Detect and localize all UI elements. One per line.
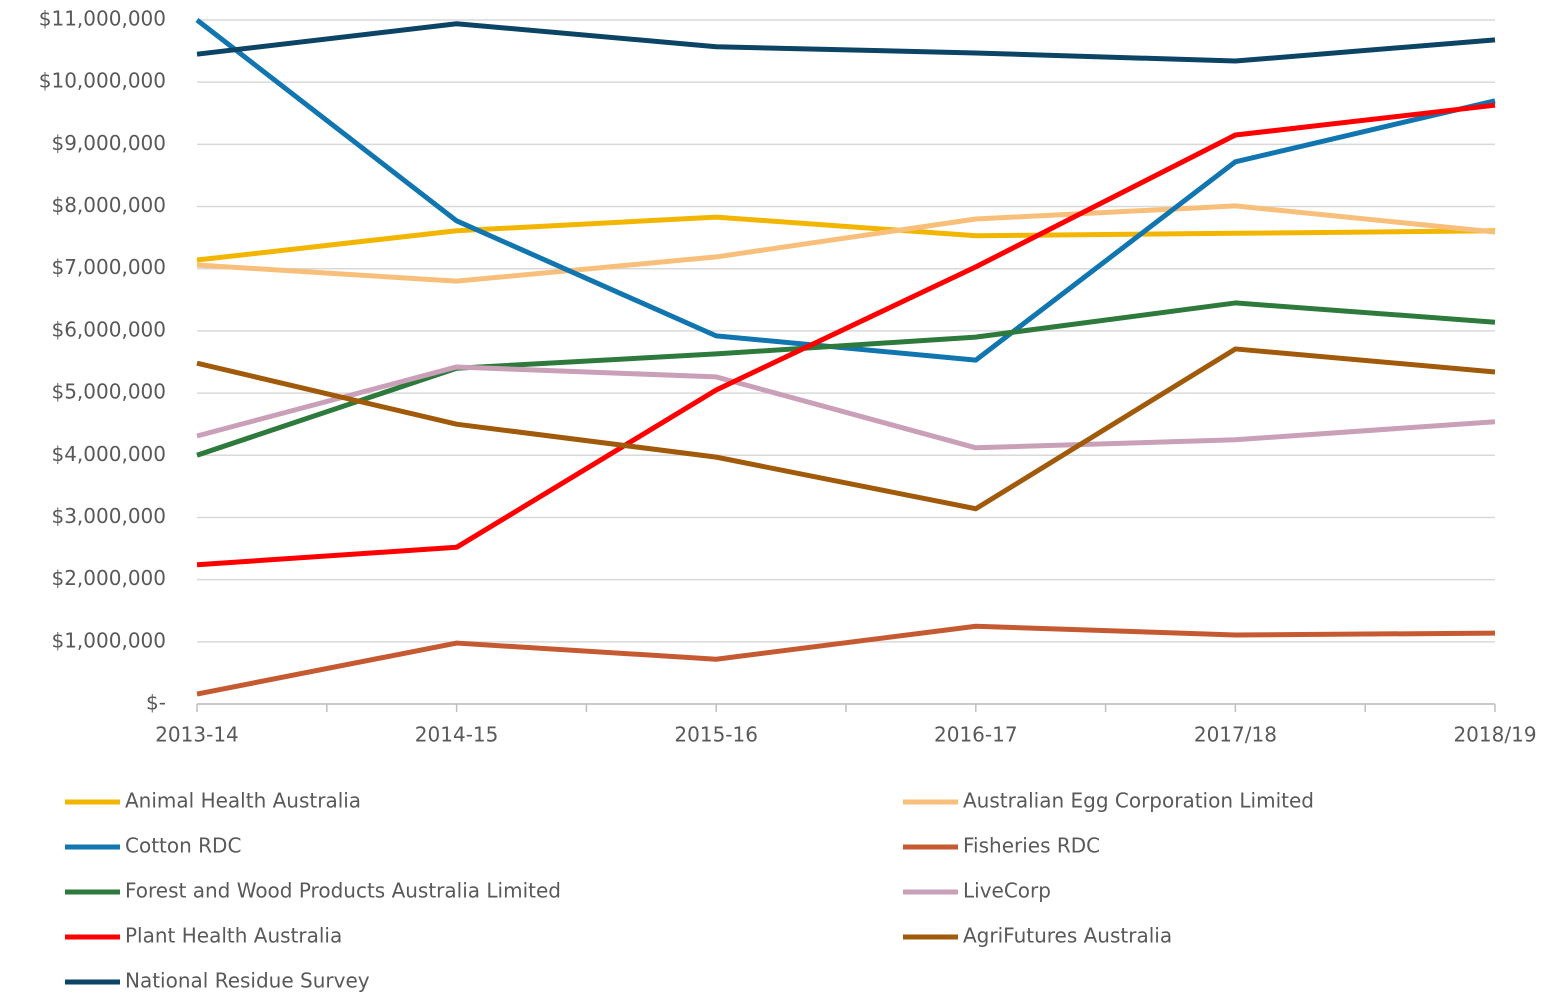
series-line — [196, 364, 1496, 451]
series-line — [196, 300, 1496, 458]
legend-label: Animal Health Australia — [125, 789, 361, 813]
legend-label: Australian Egg Corporation Limited — [963, 789, 1314, 813]
series-line — [196, 623, 1496, 697]
series-line — [196, 346, 1496, 512]
series-line — [196, 102, 1496, 568]
x-tick-label: 2013-14 — [155, 723, 239, 747]
series-line — [196, 21, 1496, 64]
legend-label: Forest and Wood Products Australia Limit… — [125, 879, 561, 903]
y-tick-label: $2,000,000 — [51, 566, 166, 590]
legend-label: AgriFutures Australia — [963, 924, 1172, 948]
series-line — [196, 214, 1496, 263]
x-tick-label: 2015-16 — [674, 723, 758, 747]
y-tick-label: $9,000,000 — [51, 131, 166, 155]
legend-label: LiveCorp — [963, 879, 1051, 903]
y-tick-label: $6,000,000 — [51, 317, 166, 341]
y-tick-label: $- — [146, 691, 166, 715]
series-line — [196, 203, 1496, 284]
legend-label: National Residue Survey — [125, 969, 370, 993]
y-tick-label: $10,000,000 — [39, 69, 166, 93]
y-tick-label: $8,000,000 — [51, 193, 166, 217]
y-tick-label: $7,000,000 — [51, 255, 166, 279]
y-tick-label: $11,000,000 — [39, 7, 166, 31]
y-tick-label: $1,000,000 — [51, 628, 166, 652]
legend-label: Plant Health Australia — [125, 924, 342, 948]
y-tick-label: $4,000,000 — [51, 442, 166, 466]
legend-label: Cotton RDC — [125, 834, 241, 858]
x-tick-label: 2014-15 — [415, 723, 499, 747]
x-tick-label: 2018/19 — [1453, 723, 1536, 747]
y-tick-label: $5,000,000 — [51, 380, 166, 404]
legend-label: Fisheries RDC — [963, 834, 1100, 858]
y-tick-label: $3,000,000 — [51, 504, 166, 528]
x-tick-label: 2016-17 — [934, 723, 1018, 747]
x-tick-label: 2017/18 — [1194, 723, 1277, 747]
